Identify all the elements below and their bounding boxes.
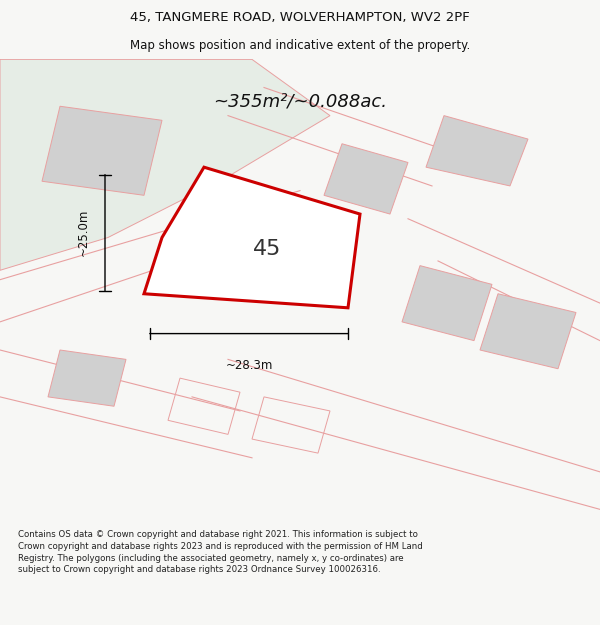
Polygon shape <box>42 106 162 195</box>
Polygon shape <box>144 167 360 308</box>
Text: Contains OS data © Crown copyright and database right 2021. This information is : Contains OS data © Crown copyright and d… <box>18 530 423 574</box>
Text: 45: 45 <box>253 239 282 259</box>
Text: ~355m²/~0.088ac.: ~355m²/~0.088ac. <box>213 92 387 111</box>
Polygon shape <box>480 294 576 369</box>
Text: ~25.0m: ~25.0m <box>77 209 90 256</box>
Polygon shape <box>324 144 408 214</box>
Text: ~28.3m: ~28.3m <box>226 359 272 372</box>
Text: Map shows position and indicative extent of the property.: Map shows position and indicative extent… <box>130 39 470 52</box>
Polygon shape <box>426 116 528 186</box>
Text: 45, TANGMERE ROAD, WOLVERHAMPTON, WV2 2PF: 45, TANGMERE ROAD, WOLVERHAMPTON, WV2 2P… <box>130 11 470 24</box>
Polygon shape <box>0 59 330 270</box>
Polygon shape <box>402 266 492 341</box>
Polygon shape <box>48 350 126 406</box>
